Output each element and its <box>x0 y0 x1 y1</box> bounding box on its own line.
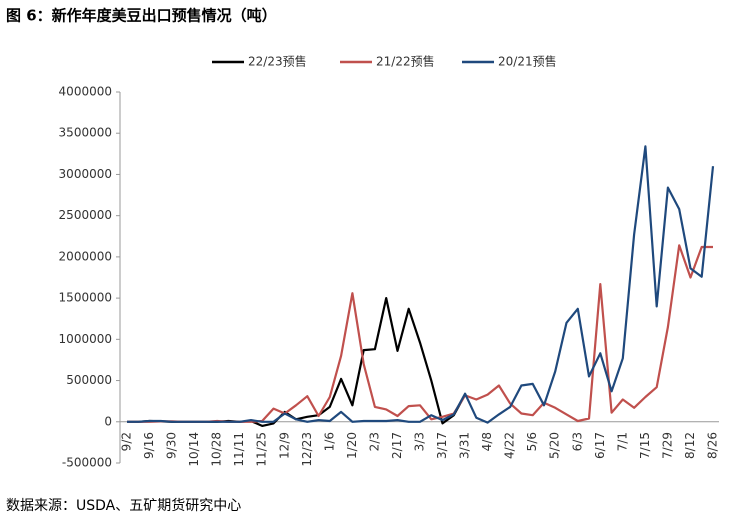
source-note: 数据来源：USDA、五矿期货研究中心 <box>6 497 241 514</box>
x-tick-label: 12/23 <box>300 432 314 467</box>
x-tick-label: 7/15 <box>638 432 652 459</box>
series-line <box>127 145 715 424</box>
x-tick-label: 2/3 <box>367 432 381 451</box>
x-tick-label: 2/17 <box>390 432 404 459</box>
x-tick-label: 1/20 <box>345 432 359 459</box>
x-tick-label: 5/20 <box>548 432 562 459</box>
y-tick-label: 4000000 <box>59 85 112 99</box>
y-tick-label: 2500000 <box>59 208 112 222</box>
x-tick-label: 12/9 <box>277 432 291 459</box>
x-tick-label: 3/3 <box>413 432 427 451</box>
legend-label: 21/22预售 <box>376 54 435 69</box>
x-tick-label: 11/11 <box>232 432 246 467</box>
x-tick-label: 6/3 <box>570 432 584 451</box>
chart-title: 图 6：新作年度美豆出口预售情况（吨） <box>6 7 277 25</box>
x-tick-label: 11/25 <box>255 432 269 467</box>
x-tick-label: 1/6 <box>322 432 336 451</box>
x-tick-label: 8/12 <box>683 432 697 459</box>
x-tick-label: 4/22 <box>503 432 517 459</box>
x-tick-label: 3/31 <box>458 432 472 459</box>
y-tick-label: 3000000 <box>59 167 112 181</box>
y-tick-label: 1500000 <box>59 291 112 305</box>
x-tick-label: 3/17 <box>435 432 449 459</box>
legend-label: 22/23预售 <box>248 54 307 69</box>
x-tick-label: 7/1 <box>615 432 629 451</box>
x-tick-label: 9/16 <box>142 432 156 459</box>
x-tick-label: 7/29 <box>660 432 674 459</box>
x-tick-label: 10/14 <box>187 432 201 467</box>
y-tick-label: 0 <box>104 414 112 428</box>
x-tick-label: 9/30 <box>165 432 179 459</box>
x-tick-label: 10/28 <box>210 432 224 467</box>
x-tick-label: 5/6 <box>525 432 539 451</box>
y-tick-label: 2000000 <box>59 249 112 263</box>
legend-label: 20/21预售 <box>498 54 557 69</box>
x-tick-label: 9/2 <box>120 432 134 451</box>
x-tick-label: 6/17 <box>593 432 607 459</box>
x-tick-label: 4/8 <box>480 432 494 451</box>
y-tick-label: 3500000 <box>59 126 112 140</box>
y-tick-label: -500000 <box>62 456 112 470</box>
x-tick-label: 8/26 <box>706 432 720 459</box>
y-tick-label: 1000000 <box>59 332 112 346</box>
y-tick-label: 500000 <box>66 373 112 387</box>
